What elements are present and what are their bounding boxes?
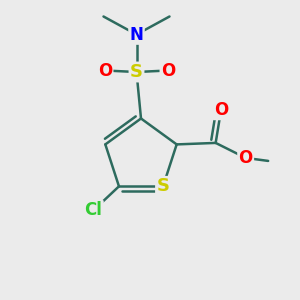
Text: O: O [98, 61, 112, 80]
Text: Cl: Cl [85, 201, 102, 219]
Text: S: S [130, 63, 143, 81]
Text: N: N [130, 26, 143, 44]
Text: S: S [157, 177, 169, 195]
Text: O: O [238, 149, 253, 167]
Text: O: O [214, 101, 228, 119]
Text: O: O [161, 61, 175, 80]
